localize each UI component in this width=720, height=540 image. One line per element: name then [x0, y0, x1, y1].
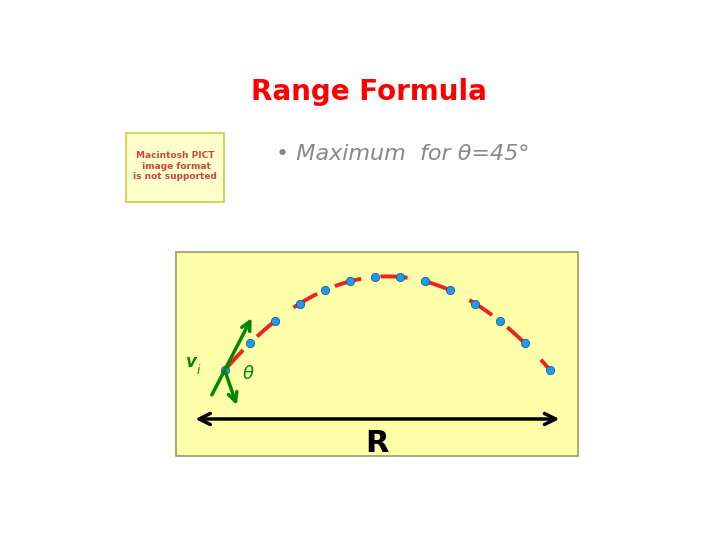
Text: Macintosh PICT
 image format
is not supported: Macintosh PICT image format is not suppo… — [133, 151, 217, 181]
Text: θ: θ — [243, 365, 253, 383]
FancyBboxPatch shape — [176, 252, 578, 456]
FancyBboxPatch shape — [126, 133, 224, 202]
Text: i: i — [196, 363, 199, 376]
Text: Range Formula: Range Formula — [251, 78, 487, 106]
Text: • Maximum  for θ=45°: • Maximum for θ=45° — [276, 144, 529, 164]
Text: v: v — [186, 353, 197, 372]
Text: R: R — [366, 429, 389, 458]
